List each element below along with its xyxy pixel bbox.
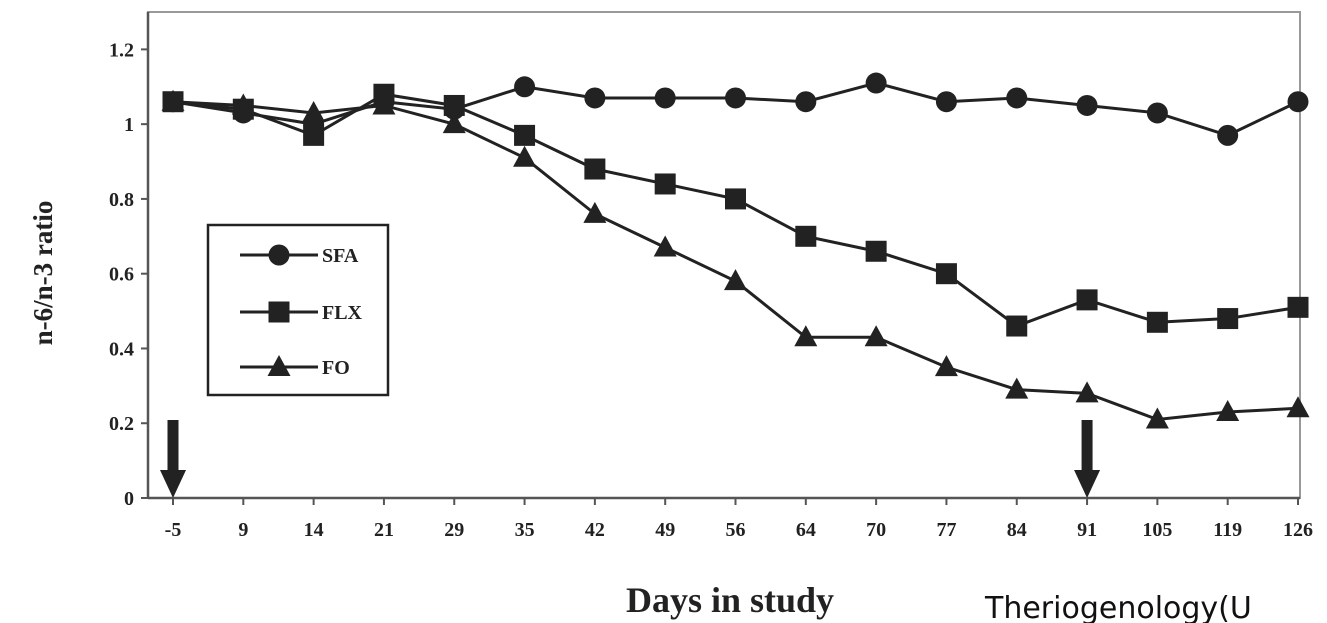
series-flx-point [795,225,817,247]
x-tick-label: 70 [866,519,886,541]
legend-item-sfa: SFA [240,244,359,267]
x-tick-label: 42 [585,519,605,541]
series-flx-point [514,124,536,146]
legend-entries: SFA FLX FO [240,244,363,379]
legend: SFA FLX FO [206,223,390,397]
series-flx-point [725,188,746,210]
credit-text: Theriogenology(U [984,591,1252,623]
series-sfa-point [1006,87,1028,109]
x-tick-label: 9 [238,519,248,541]
series-sfa-point [865,72,887,94]
series-fo-point [864,325,888,347]
annotation-arrows [160,420,1101,498]
legend-label-flx: FLX [322,302,363,324]
series-sfa-point [654,87,676,109]
legend-item-flx: FLX [240,301,363,324]
series-fo-point [372,93,396,115]
x-tick-label: 35 [515,519,535,541]
legend-item-fo: FO [240,355,350,379]
series-sfa-point [725,87,746,109]
series-fo-point [231,93,255,115]
series-flx-point [865,240,887,262]
series-fo [161,89,1310,429]
y-tick-label: 1.2 [109,39,134,61]
y-axis-ticks: 0 0.2 0.4 0.6 0.8 1 1.2 [109,39,148,510]
series-fo-point [1216,400,1240,422]
series-sfa-point [1217,124,1239,146]
series-flx-point [584,158,606,180]
series-sfa-point [1146,102,1168,124]
y-tick-label: 1 [124,114,134,136]
legend-label-fo: FO [322,357,350,379]
legend-marker-sfa [268,244,290,266]
series-flx-point [654,173,676,195]
series-fo-point [1286,396,1310,418]
series-flx-point [443,94,465,116]
y-tick-label: 0.8 [109,189,134,211]
series-flx-point [1217,308,1239,330]
x-axis-ticks: -5 9 14 21 29 35 42 49 56 64 70 77 84 91 105 119 126 [165,498,1313,541]
series-fo-point [1005,377,1029,399]
x-tick-label: 119 [1213,519,1242,541]
x-tick-label: 77 [936,519,956,541]
legend-marker-flx [268,301,290,323]
x-tick-label: 126 [1283,519,1313,541]
series-layer [161,72,1310,429]
series-fo-point [934,355,958,377]
y-tick-label: 0.2 [109,413,134,435]
series-flx-point [1146,311,1168,333]
series-fo-point [1145,407,1169,429]
series-fo-point [653,235,677,257]
series-sfa-point [935,91,957,113]
y-tick-label: 0 [124,488,134,510]
series-sfa-point [1076,94,1098,116]
x-tick-label: -5 [165,519,182,541]
x-tick-label: 84 [1007,519,1027,541]
x-tick-label: 91 [1077,519,1097,541]
series-sfa [162,72,1309,146]
series-fo-point [583,201,607,223]
series-fo-point [794,325,818,347]
x-tick-label: 105 [1142,519,1172,541]
plot-frame [146,11,1301,500]
x-tick-label: 29 [444,519,464,541]
series-sfa-point [1287,91,1309,113]
series-fo-point [302,100,326,122]
series-sfa-point [584,87,606,109]
y-tick-label: 0.6 [109,264,134,286]
down-arrow-icon [1074,420,1101,498]
series-sfa-point [514,76,536,98]
x-tick-label: 14 [304,519,324,541]
x-tick-label: 49 [655,519,675,541]
series-fo-point [513,145,537,167]
series-fo-point [442,112,466,134]
y-tick-label: 0.4 [109,338,134,360]
series-sfa-point [795,91,817,113]
series-flx-point [1076,289,1098,311]
y-axis-title: n-6/n-3 ratio [28,201,58,346]
series-flx-point [1006,315,1028,337]
x-tick-label: 21 [374,519,394,541]
x-tick-label: 64 [796,519,816,541]
x-axis-title: Days in study [626,580,834,620]
series-flx-point [1287,296,1309,318]
series-flx-point [303,124,325,146]
series-flx-point [935,263,957,285]
legend-label-sfa: SFA [322,245,359,267]
down-arrow-icon [160,420,186,498]
series-fo-point [724,269,747,291]
series-fo-point [1075,381,1099,403]
legend-marker-fo [267,355,291,376]
series-fo-point [161,89,185,111]
x-tick-label: 56 [726,519,746,541]
